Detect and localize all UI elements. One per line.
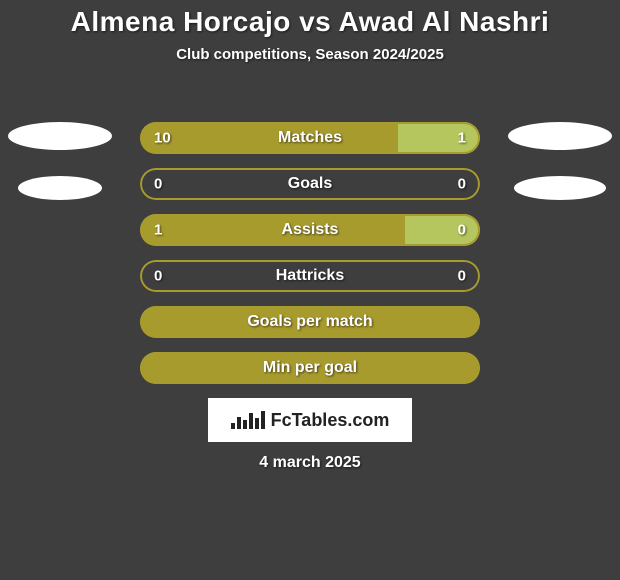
- stat-value-right: 1: [458, 130, 466, 147]
- stat-row: 0 0 Goals: [140, 168, 480, 200]
- stat-row: Goals per match: [140, 306, 480, 338]
- right-player-marks: [500, 122, 620, 200]
- stat-row: 10 1 Matches: [140, 122, 480, 154]
- stat-label: Min per goal: [263, 359, 357, 377]
- logo-bar: [255, 418, 259, 429]
- subtitle: Club competitions, Season 2024/2025: [0, 46, 620, 63]
- stat-label: Goals: [288, 175, 332, 193]
- logo-bar: [237, 417, 241, 429]
- logo-bar: [261, 411, 265, 429]
- left-player-marks: [0, 122, 120, 200]
- stat-value-right: 0: [458, 268, 466, 285]
- page-title: Almena Horcajo vs Awad Al Nashri: [0, 0, 620, 38]
- stat-row: 1 0 Assists: [140, 214, 480, 246]
- stat-label: Matches: [278, 129, 342, 147]
- stat-fill-right: [398, 122, 480, 154]
- ellipse-shape: [8, 122, 112, 150]
- date-label: 4 march 2025: [0, 454, 620, 472]
- stat-fill-left: [140, 214, 405, 246]
- stats-container: 101Matches00Goals10Assists00HattricksGoa…: [140, 122, 480, 384]
- stat-label: Hattricks: [276, 267, 344, 285]
- stat-value-left: 1: [154, 222, 162, 239]
- ellipse-shape: [514, 176, 606, 200]
- stat-value-right: 0: [458, 176, 466, 193]
- stat-label: Assists: [282, 221, 339, 239]
- logo-bars-icon: [231, 411, 265, 429]
- ellipse-shape: [18, 176, 102, 200]
- stat-value-left: 0: [154, 268, 162, 285]
- stat-value-left: 0: [154, 176, 162, 193]
- stat-label: Goals per match: [247, 313, 372, 331]
- stat-row: 0 0 Hattricks: [140, 260, 480, 292]
- stat-fill-left: [140, 122, 398, 154]
- logo-text: FcTables.com: [271, 410, 390, 431]
- logo-bar: [249, 413, 253, 429]
- stat-fill-right: [405, 214, 480, 246]
- stat-row: Min per goal: [140, 352, 480, 384]
- logo-bar: [243, 420, 247, 429]
- logo-box: FcTables.com: [208, 398, 412, 442]
- stat-value-left: 10: [154, 130, 171, 147]
- logo-bar: [231, 423, 235, 429]
- ellipse-shape: [508, 122, 612, 150]
- comparison-infographic: Almena Horcajo vs Awad Al Nashri Club co…: [0, 0, 620, 580]
- stat-value-right: 0: [458, 222, 466, 239]
